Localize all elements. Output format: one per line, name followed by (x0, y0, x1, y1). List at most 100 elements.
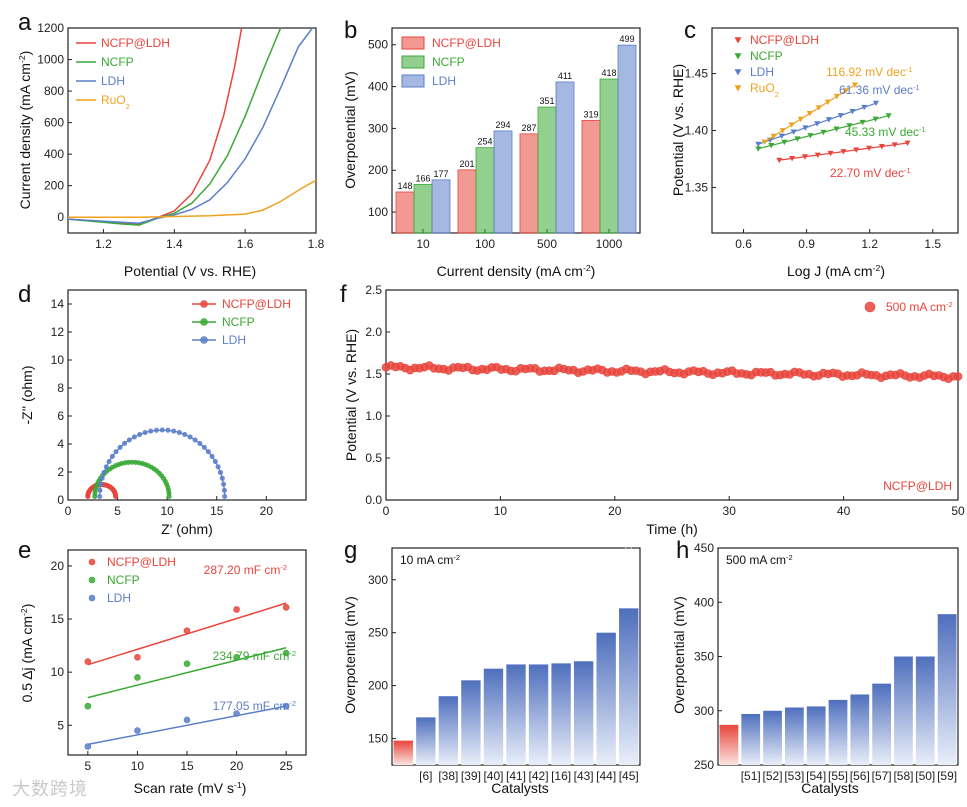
x-tick-label: 50 (951, 504, 965, 518)
data-point (846, 123, 853, 129)
bar-category-label: NiCoFeP/C (579, 615, 589, 658)
data-point (197, 440, 203, 446)
x-tick-label: 20 (608, 504, 622, 518)
bar (416, 717, 436, 765)
bar-value-label: 148 (397, 181, 412, 191)
bar (937, 614, 957, 765)
bar (551, 663, 571, 765)
bar-value-label: 166 (415, 173, 430, 183)
y-tick-label: 350 (694, 650, 714, 664)
bar-category-label: This work (724, 685, 734, 722)
bar (894, 656, 913, 765)
data-point (106, 458, 112, 464)
bar-category-label: Fe1.2(CoNi)1.8Se6 (443, 620, 453, 694)
watermark: 大数跨境 (12, 779, 88, 799)
data-point (201, 444, 207, 450)
bar-ldh (555, 81, 575, 234)
data-point (797, 116, 804, 123)
x-tick-label: 15 (210, 504, 224, 518)
data-point (219, 475, 225, 481)
series-line-ldh (67, 27, 314, 224)
bar-category-label: NiCoFeB/NiNC (601, 573, 611, 630)
legend-marker (734, 53, 742, 60)
data-point (853, 147, 860, 153)
data-point (101, 469, 107, 475)
y-tick-label: 450 (694, 541, 714, 555)
y-axis-label-g: Overpotential (mV) (342, 596, 358, 713)
x-axis-label-g: Catalysts (491, 780, 549, 796)
x-tick-label: 1.2 (861, 237, 878, 251)
ref-label: [53] (784, 769, 804, 783)
data-point (134, 653, 141, 661)
x-tick-label: 1.2 (95, 237, 112, 251)
x-tick-label: 1.6 (237, 237, 254, 251)
data-point (109, 453, 115, 459)
x-axis-label-c-part: Log J (mA cm (787, 263, 873, 279)
ref-label: [16] (551, 769, 571, 783)
legend-label-part: RuO (750, 81, 775, 95)
legend-label: NCFP@LDH (750, 33, 819, 47)
data-point (770, 133, 777, 140)
ref-label: [40] (483, 769, 503, 783)
data-point (807, 133, 814, 139)
chart-title-part: 500 mA cm (726, 553, 786, 567)
legend-label: RuO2 (750, 81, 779, 99)
ref-label: [56] (850, 769, 870, 783)
bar-category-label: Ni2P-Ni/MoOx/NF (488, 598, 498, 666)
panel-label-e: e (18, 537, 31, 564)
chart-title: 500 mA cm-2 (726, 553, 793, 568)
y-tick-label: 6 (57, 409, 64, 423)
slope-annotation-part: 61.36 mV dec (839, 83, 913, 97)
y-tick-label: 1.45 (685, 67, 709, 81)
y-tick-label: 1.35 (685, 180, 709, 194)
data-point (148, 428, 154, 434)
legend-marker (734, 85, 742, 92)
data-point (789, 156, 796, 162)
slope-annotation-part: 45.33 mV dec (845, 125, 919, 139)
data-point (233, 606, 240, 613)
legend-label: NCFP (432, 55, 465, 69)
bar-ncfp (599, 78, 619, 234)
data-point (221, 487, 227, 493)
y-tick-label: 800 (44, 84, 64, 98)
bar (619, 608, 639, 765)
data-point (137, 431, 143, 437)
x-tick-label: 5 (114, 504, 121, 518)
x-axis-label-c-part: ) (880, 263, 885, 279)
data-point (176, 430, 182, 436)
ref-label: [45] (619, 769, 639, 783)
data-point (815, 105, 822, 111)
ref-label: [59] (937, 769, 957, 783)
data-point (849, 108, 856, 115)
data-point (806, 111, 813, 117)
y-tick-label: 1.0 (365, 409, 382, 423)
bar-ncfp (475, 147, 495, 234)
data-point (781, 139, 788, 146)
chart-title: 10 mA cm-2 (400, 553, 460, 568)
x-axis-label-f: Time (h) (646, 521, 698, 537)
data-point (166, 493, 172, 499)
legend-label: LDH (101, 74, 125, 88)
bar-value-label: 177 (433, 169, 448, 179)
y-tick-label: 10 (51, 353, 65, 367)
y-tick-label: 1.40 (685, 124, 709, 138)
legend-label: LDH (750, 65, 774, 79)
bar-ldh (431, 179, 451, 234)
bar-category-label: Co9S8@Fe3O4 (898, 593, 908, 654)
bar (806, 706, 826, 765)
data-point (183, 716, 191, 724)
bar-category-label: OP-NiCo-LDH (855, 638, 865, 692)
slope-annotation: 61.36 mV dec-1 (839, 83, 920, 98)
data-point (98, 481, 104, 487)
legend-marker (88, 576, 96, 584)
data-point (755, 141, 762, 148)
data-point (824, 99, 831, 106)
y-tick-label: 0.0 (365, 493, 382, 507)
data-point (755, 146, 762, 152)
y-tick-label: 500 (368, 38, 388, 52)
y-tick-label: 2.5 (365, 283, 382, 297)
x-tick-label: 20 (260, 504, 274, 518)
y-axis-label-e-part: 0.5 Δj (mA cm (19, 616, 35, 702)
ref-label: [41] (506, 769, 526, 783)
